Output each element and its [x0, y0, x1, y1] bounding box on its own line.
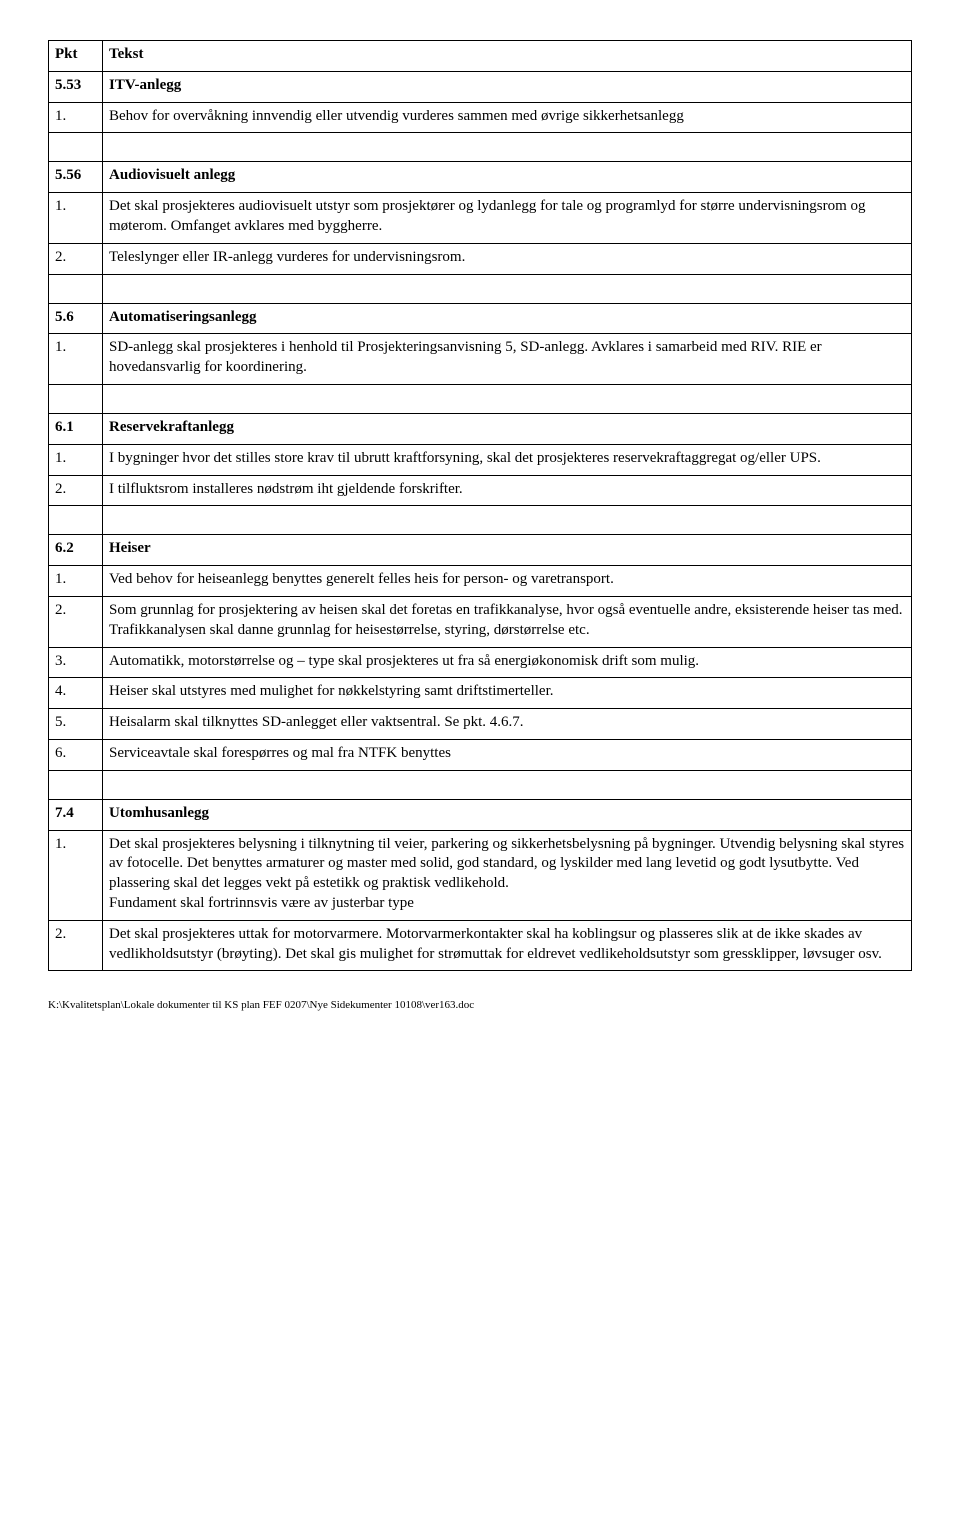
item-number: 1. [49, 830, 103, 920]
item-text: Automatikk, motorstørrelse og – type ska… [103, 647, 912, 678]
section-number: 5.6 [49, 303, 103, 334]
section-title: ITV-anlegg [103, 71, 912, 102]
section-title: Utomhusanlegg [103, 799, 912, 830]
item-text: I tilfluktsrom installeres nødstrøm iht … [103, 475, 912, 506]
section-number: 6.1 [49, 413, 103, 444]
item-number: 1. [49, 193, 103, 244]
item-number: 5. [49, 709, 103, 740]
item-text: Det skal prosjekteres audiovisuelt utsty… [103, 193, 912, 244]
item-number: 2. [49, 475, 103, 506]
item-text: SD-anlegg skal prosjekteres i henhold ti… [103, 334, 912, 385]
header-tekst: Tekst [103, 41, 912, 72]
item-number: 1. [49, 334, 103, 385]
item-number: 4. [49, 678, 103, 709]
item-number: 6. [49, 739, 103, 770]
item-text: I bygninger hvor det stilles store krav … [103, 444, 912, 475]
item-number: 1. [49, 444, 103, 475]
item-number: 3. [49, 647, 103, 678]
item-number: 2. [49, 596, 103, 647]
item-text: Behov for overvåkning innvendig eller ut… [103, 102, 912, 133]
item-text: Det skal prosjekteres uttak for motorvar… [103, 920, 912, 971]
section-number: 5.56 [49, 162, 103, 193]
item-number: 2. [49, 920, 103, 971]
item-text: Heiser skal utstyres med mulighet for nø… [103, 678, 912, 709]
footer-path: K:\Kvalitetsplan\Lokale dokumenter til K… [48, 999, 912, 1011]
item-number: 2. [49, 243, 103, 274]
item-text: Som grunnlag for prosjektering av heisen… [103, 596, 912, 647]
item-text: Ved behov for heiseanlegg benyttes gener… [103, 566, 912, 597]
item-text: Teleslynger eller IR-anlegg vurderes for… [103, 243, 912, 274]
item-number: 1. [49, 566, 103, 597]
section-title: Reservekraftanlegg [103, 413, 912, 444]
section-title: Heiser [103, 535, 912, 566]
document-table: PktTekst5.53ITV-anlegg1.Behov for overvå… [48, 40, 912, 971]
section-number: 7.4 [49, 799, 103, 830]
item-text: Heisalarm skal tilknyttes SD-anlegget el… [103, 709, 912, 740]
item-number: 1. [49, 102, 103, 133]
item-text: Serviceavtale skal forespørres og mal fr… [103, 739, 912, 770]
section-title: Automatiseringsanlegg [103, 303, 912, 334]
section-number: 5.53 [49, 71, 103, 102]
header-pkt: Pkt [49, 41, 103, 72]
item-text: Det skal prosjekteres belysning i tilkny… [103, 830, 912, 920]
section-title: Audiovisuelt anlegg [103, 162, 912, 193]
section-number: 6.2 [49, 535, 103, 566]
